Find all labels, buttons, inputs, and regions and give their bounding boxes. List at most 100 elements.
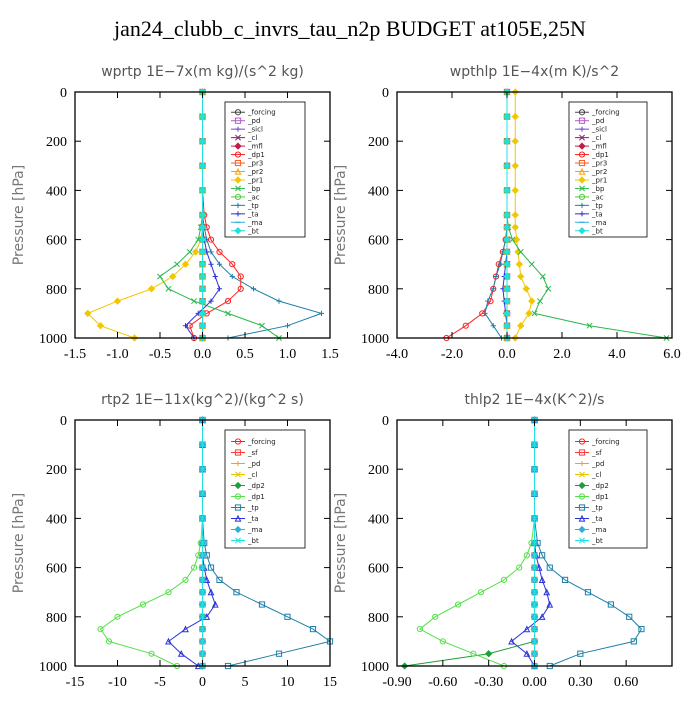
- x-tick-label: 0.00: [522, 675, 547, 690]
- legend-label: _tp: [247, 202, 259, 210]
- data-point: [96, 322, 105, 330]
- legend-label: _mfl: [247, 143, 263, 151]
- chart-panel-2: wpthlp 1E−4x(m K)/s^2 Pressure [hPa] 0 200 4…: [333, 64, 681, 362]
- data-point: [284, 613, 291, 620]
- legend-entry: _mfl: [231, 142, 263, 151]
- data-point: [525, 309, 533, 318]
- legend-marker: [579, 537, 585, 544]
- x-tick-label: 4.0: [608, 347, 626, 362]
- x-tick-label: -1.0: [106, 347, 128, 362]
- legend: _forcing_pd_sicl_cl_mfl_dp1_pr3_pr2_pr1_…: [568, 101, 648, 238]
- legend-label: _ma: [247, 526, 263, 534]
- series-pr1: [84, 88, 207, 342]
- y-tick-label: 400: [46, 512, 67, 527]
- data-point: [503, 112, 511, 121]
- legend-entry: _ta: [575, 210, 603, 218]
- data-point: [199, 589, 206, 596]
- x-tick-label: 15: [323, 675, 337, 690]
- data-point: [198, 137, 207, 145]
- legend-label: _pd: [591, 460, 604, 468]
- legend-entry: _bt: [575, 537, 603, 545]
- legend-marker: [234, 109, 242, 116]
- legend-entry: _dp1: [231, 151, 265, 159]
- panel-title: wprtp 1E−7x(m kg)/(s^2 kg): [101, 64, 304, 80]
- legend-marker: [578, 227, 586, 235]
- data-point: [258, 601, 266, 608]
- data-point: [493, 273, 499, 280]
- legend-label: _tp: [591, 504, 603, 512]
- legend-entry: _tp: [231, 202, 259, 210]
- series-line: [86, 92, 203, 339]
- legend-marker: [234, 449, 242, 456]
- data-point: [199, 552, 206, 559]
- data-point: [509, 236, 516, 243]
- legend-entry: _ma: [575, 219, 607, 227]
- legend-entry: _ma: [231, 525, 263, 534]
- data-point: [531, 441, 538, 448]
- legend-entry: _ma: [231, 219, 263, 227]
- data-point: [546, 600, 554, 608]
- data-point: [531, 576, 538, 583]
- data-point: [523, 552, 530, 559]
- data-point: [181, 260, 190, 268]
- data-point: [177, 649, 185, 657]
- data-point: [503, 309, 511, 318]
- data-point: [626, 613, 633, 620]
- y-tick-label: 200: [368, 463, 389, 478]
- legend-entry: _pr3: [575, 160, 607, 168]
- legend-label: _ma: [247, 219, 263, 227]
- y-tick-label: 0: [60, 86, 67, 101]
- legend-label: _pr1: [591, 176, 607, 184]
- legend-entry: _forcing: [575, 109, 620, 117]
- data-point: [503, 272, 511, 281]
- legend-entry: _pr2: [231, 167, 263, 176]
- data-point: [198, 162, 207, 170]
- legend-label: _bt: [591, 537, 603, 545]
- legend-marker: [578, 493, 586, 500]
- legend-label: _cl: [591, 471, 601, 479]
- y-tick-label: 1000: [361, 660, 389, 675]
- data-point: [531, 490, 538, 497]
- data-point: [531, 638, 538, 645]
- legend-entry: _cl: [231, 471, 257, 479]
- legend: _forcing_pd_sicl_cl_mfl_dp1_pr3_pr2_pr1_…: [224, 101, 306, 238]
- data-point: [607, 601, 614, 608]
- data-point: [538, 576, 546, 583]
- legend-entry: _ta: [575, 514, 603, 523]
- data-point: [462, 322, 469, 329]
- data-point: [199, 601, 206, 608]
- legend-entry: _pd: [575, 460, 604, 468]
- legend-entry: _dp2: [231, 481, 265, 490]
- data-point: [511, 162, 519, 170]
- series-ta: [508, 416, 554, 670]
- data-point: [84, 309, 92, 318]
- data-point: [531, 466, 538, 473]
- legend-marker: [234, 151, 242, 158]
- data-point: [511, 211, 519, 219]
- legend-marker: [578, 167, 586, 175]
- data-point: [199, 564, 206, 571]
- data-point: [490, 323, 496, 329]
- chart-panel-3: rtp2 1E−11x(kg^2)/(kg^2 s) Pressure [hPa]…: [11, 392, 337, 690]
- legend-entry: _forcing: [231, 438, 276, 446]
- data-point: [275, 650, 283, 657]
- legend-marker: [235, 537, 241, 544]
- series-line: [514, 92, 533, 339]
- legend-marker: [235, 202, 241, 208]
- x-tick-label: -15: [66, 675, 85, 690]
- data-point: [199, 576, 206, 583]
- data-point: [190, 564, 198, 571]
- legend-label: _bp: [591, 185, 605, 193]
- legend-marker: [234, 504, 242, 511]
- x-tick-label: -0.30: [474, 675, 503, 690]
- x-tick-label: -0.60: [428, 675, 457, 690]
- y-tick-label: 200: [368, 135, 389, 150]
- data-point: [490, 286, 496, 292]
- y-axis-label: Pressure [hPa]: [333, 493, 349, 593]
- series-bt: [198, 88, 207, 342]
- data-point: [165, 285, 172, 292]
- x-tick-label: 1.5: [321, 347, 339, 362]
- x-tick-label: 6.0: [663, 347, 681, 362]
- data-point: [113, 297, 122, 305]
